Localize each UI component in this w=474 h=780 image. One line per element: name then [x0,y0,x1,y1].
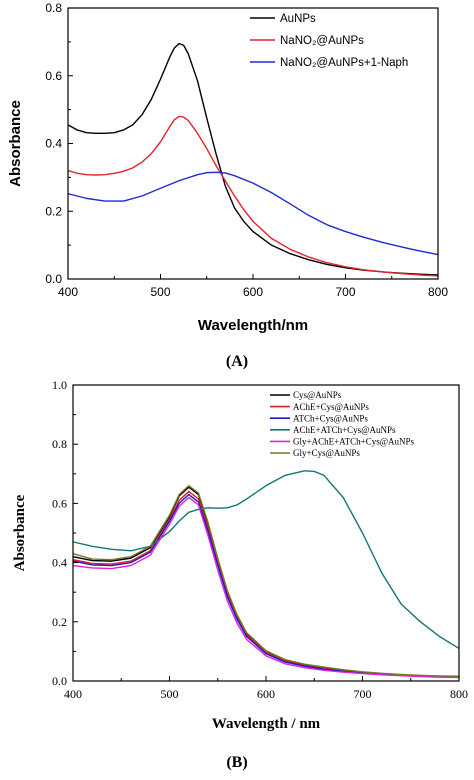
x-tick-label-b: 400 [64,687,82,701]
legend-label-b-5: Gly+Cys@AuNPs [293,448,360,458]
legend-label-b-3: AChE+ATCh+Cys@AuNPs [293,425,396,435]
x-tick-label-b: 800 [450,687,468,701]
x-axis-label-a: Wavelength/nm [198,317,308,334]
legend-label-a-0: AuNPs [280,13,316,25]
legend-label-b-4: Gly+AChE+ATCh+Cys@AuNPs [293,437,415,447]
plot-frame-b [72,384,460,682]
y-tick-label-b: 0.4 [52,556,67,570]
series-line-a-2 [67,171,439,256]
y-axis-label-a: Absorbance [7,100,24,187]
y-tick-label-a: 0.0 [45,272,62,286]
x-tick-label-a: 700 [335,285,355,299]
series-line-b-0 [72,486,460,678]
x-tick-label-a: 800 [428,285,448,299]
y-tick-label-b: 0.6 [52,496,67,510]
legend-a: AuNPs NaNO₂@AuNPs NaNO₂@AuNPs+1-Naph [250,13,408,69]
y-tick-label-a: 0.8 [45,1,62,15]
panel-label-b: (B) [226,754,247,771]
legend-label-a-2: NaNO₂@AuNPs+1-Naph [280,57,408,69]
x-axis-label-b: Wavelength / nm [212,716,321,732]
y-tick-label-a: 0.6 [45,69,62,83]
y-tick-label-b: 0.2 [52,615,67,629]
y-axis-label-b: Absorbance [12,494,28,571]
x-tick-label-b: 600 [257,687,275,701]
y-tick-label-a: 0.2 [45,204,62,218]
chart-panel-a: 400 500 600 700 800 0.0 0.2 0.4 0.6 0.8 Wavelength… [7,1,448,370]
chart-panel-b: 400 500 600 700 800 0.0 0.2 0.4 0.6 0.8 1.0 Wavelen… [12,378,468,771]
legend-label-b-1: AChE+Cys@AuNPs [293,402,369,412]
x-tick-label-b: 700 [354,687,372,701]
y-tick-label-b: 0.0 [52,674,67,688]
series-line-b-2 [72,493,460,678]
legend-label-b-0: Cys@AuNPs [293,390,342,400]
series-line-b-5 [72,484,460,677]
series-line-b-3 [72,470,460,650]
legend-label-a-1: NaNO₂@AuNPs [280,35,364,47]
x-tick-label-a: 400 [58,285,78,299]
panel-label-a: (A) [226,353,248,370]
x-tick-label-b: 500 [161,687,179,701]
y-tick-label-b: 0.8 [52,437,67,451]
plot-frame-a [67,7,439,280]
y-tick-label-a: 0.4 [45,137,62,151]
x-tick-label-a: 600 [243,285,263,299]
series-line-b-1 [72,490,460,678]
legend-label-b-2: ATCh+Cys@AuNPs [293,413,368,423]
series-line-b-4 [72,496,460,679]
series-line-a-0 [67,42,439,276]
y-tick-label-b: 1.0 [52,378,67,392]
series-line-a-1 [67,115,439,277]
x-tick-label-a: 500 [150,285,170,299]
